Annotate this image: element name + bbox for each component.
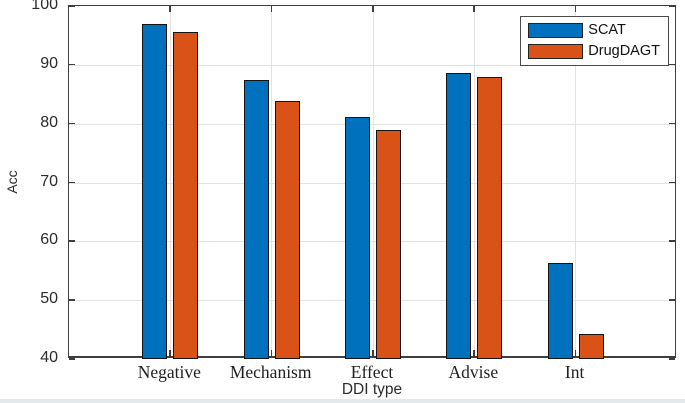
h-gridline — [69, 123, 675, 125]
y-tick-mark-left — [69, 299, 75, 301]
v-gridline — [169, 6, 171, 356]
y-tick-label: 80 — [40, 113, 58, 131]
x-tick-mark-top — [270, 6, 273, 12]
v-gridline — [372, 6, 374, 356]
y-tick-label: 40 — [40, 349, 58, 366]
h-gridline — [69, 300, 675, 302]
legend-label-drugdagt: DrugDAGT — [588, 42, 660, 59]
bar-scat-mechanism — [243, 80, 269, 359]
v-gridline — [575, 6, 577, 356]
legend-item-scat: SCAT — [528, 22, 660, 39]
scat-color-swatch — [528, 22, 584, 38]
v-gridline — [473, 6, 475, 356]
bar-scat-advise — [446, 73, 472, 359]
legend-item-drugdagt: DrugDAGT — [528, 43, 660, 60]
y-tick-label: 90 — [40, 54, 58, 72]
bar-drugdagt-mechanism — [274, 100, 300, 359]
x-tick-mark-bottom — [574, 350, 577, 356]
bar-drugdagt-int — [578, 334, 604, 359]
bar-scat-effect — [345, 117, 370, 359]
tick-marks-layer — [69, 5, 675, 360]
y-tick-mark-right — [669, 5, 675, 7]
y-tick-mark-right — [669, 63, 675, 66]
legend: SCAT DrugDAGT — [520, 16, 669, 67]
y-tick-mark-left — [69, 63, 75, 66]
y-tick-label: 50 — [40, 290, 58, 308]
bars-layer — [69, 6, 675, 359]
bar-scat-negative — [142, 23, 168, 359]
y-tick-mark-left — [69, 240, 75, 242]
y-tick-mark-right — [669, 299, 675, 301]
x-tick-mark-bottom — [270, 350, 273, 356]
x-tick-label: Mechanism — [229, 362, 312, 382]
drugdagt-color-swatch — [528, 43, 584, 59]
bar-drugdagt-advise — [477, 77, 503, 359]
y-tick-label: 60 — [40, 231, 58, 249]
x-tick-label: Int — [564, 362, 585, 382]
plot-area: SCAT DrugDAGT — [68, 5, 676, 360]
y-tick-mark-right — [669, 181, 675, 184]
h-gridline — [69, 64, 675, 66]
legend-label-scat: SCAT — [588, 22, 626, 38]
bar-drugdagt-negative — [173, 31, 199, 359]
bar-drugdagt-effect — [376, 130, 401, 359]
grid-layer — [69, 6, 675, 356]
y-tick-mark-right — [669, 240, 675, 242]
y-tick-label: 70 — [40, 172, 58, 190]
y-tick-mark-right — [669, 358, 675, 360]
x-tick-mark-top — [574, 6, 577, 12]
x-tick-label: Advise — [448, 362, 499, 382]
x-tick-mark-bottom — [372, 350, 374, 356]
x-tick-label: Negative — [137, 362, 201, 382]
y-tick-mark-right — [669, 122, 675, 125]
v-gridline — [271, 6, 273, 356]
x-tick-label: Effect — [350, 362, 394, 382]
y-tick-label: 100 — [31, 0, 58, 13]
x-tick-mark-bottom — [169, 350, 171, 356]
y-tick-mark-left — [69, 122, 75, 125]
bottom-strip — [0, 399, 685, 403]
x-tick-mark-bottom — [473, 350, 475, 356]
h-gridline — [69, 182, 675, 184]
x-axis-label: DDI type — [341, 381, 403, 398]
y-tick-mark-left — [69, 358, 75, 360]
x-tick-mark-top — [169, 6, 171, 12]
x-tick-mark-top — [473, 6, 475, 12]
bar-scat-int — [547, 263, 573, 359]
y-tick-mark-left — [69, 181, 75, 184]
x-tick-mark-top — [372, 6, 374, 12]
y-tick-mark-left — [69, 5, 75, 7]
h-gridline — [69, 241, 675, 243]
